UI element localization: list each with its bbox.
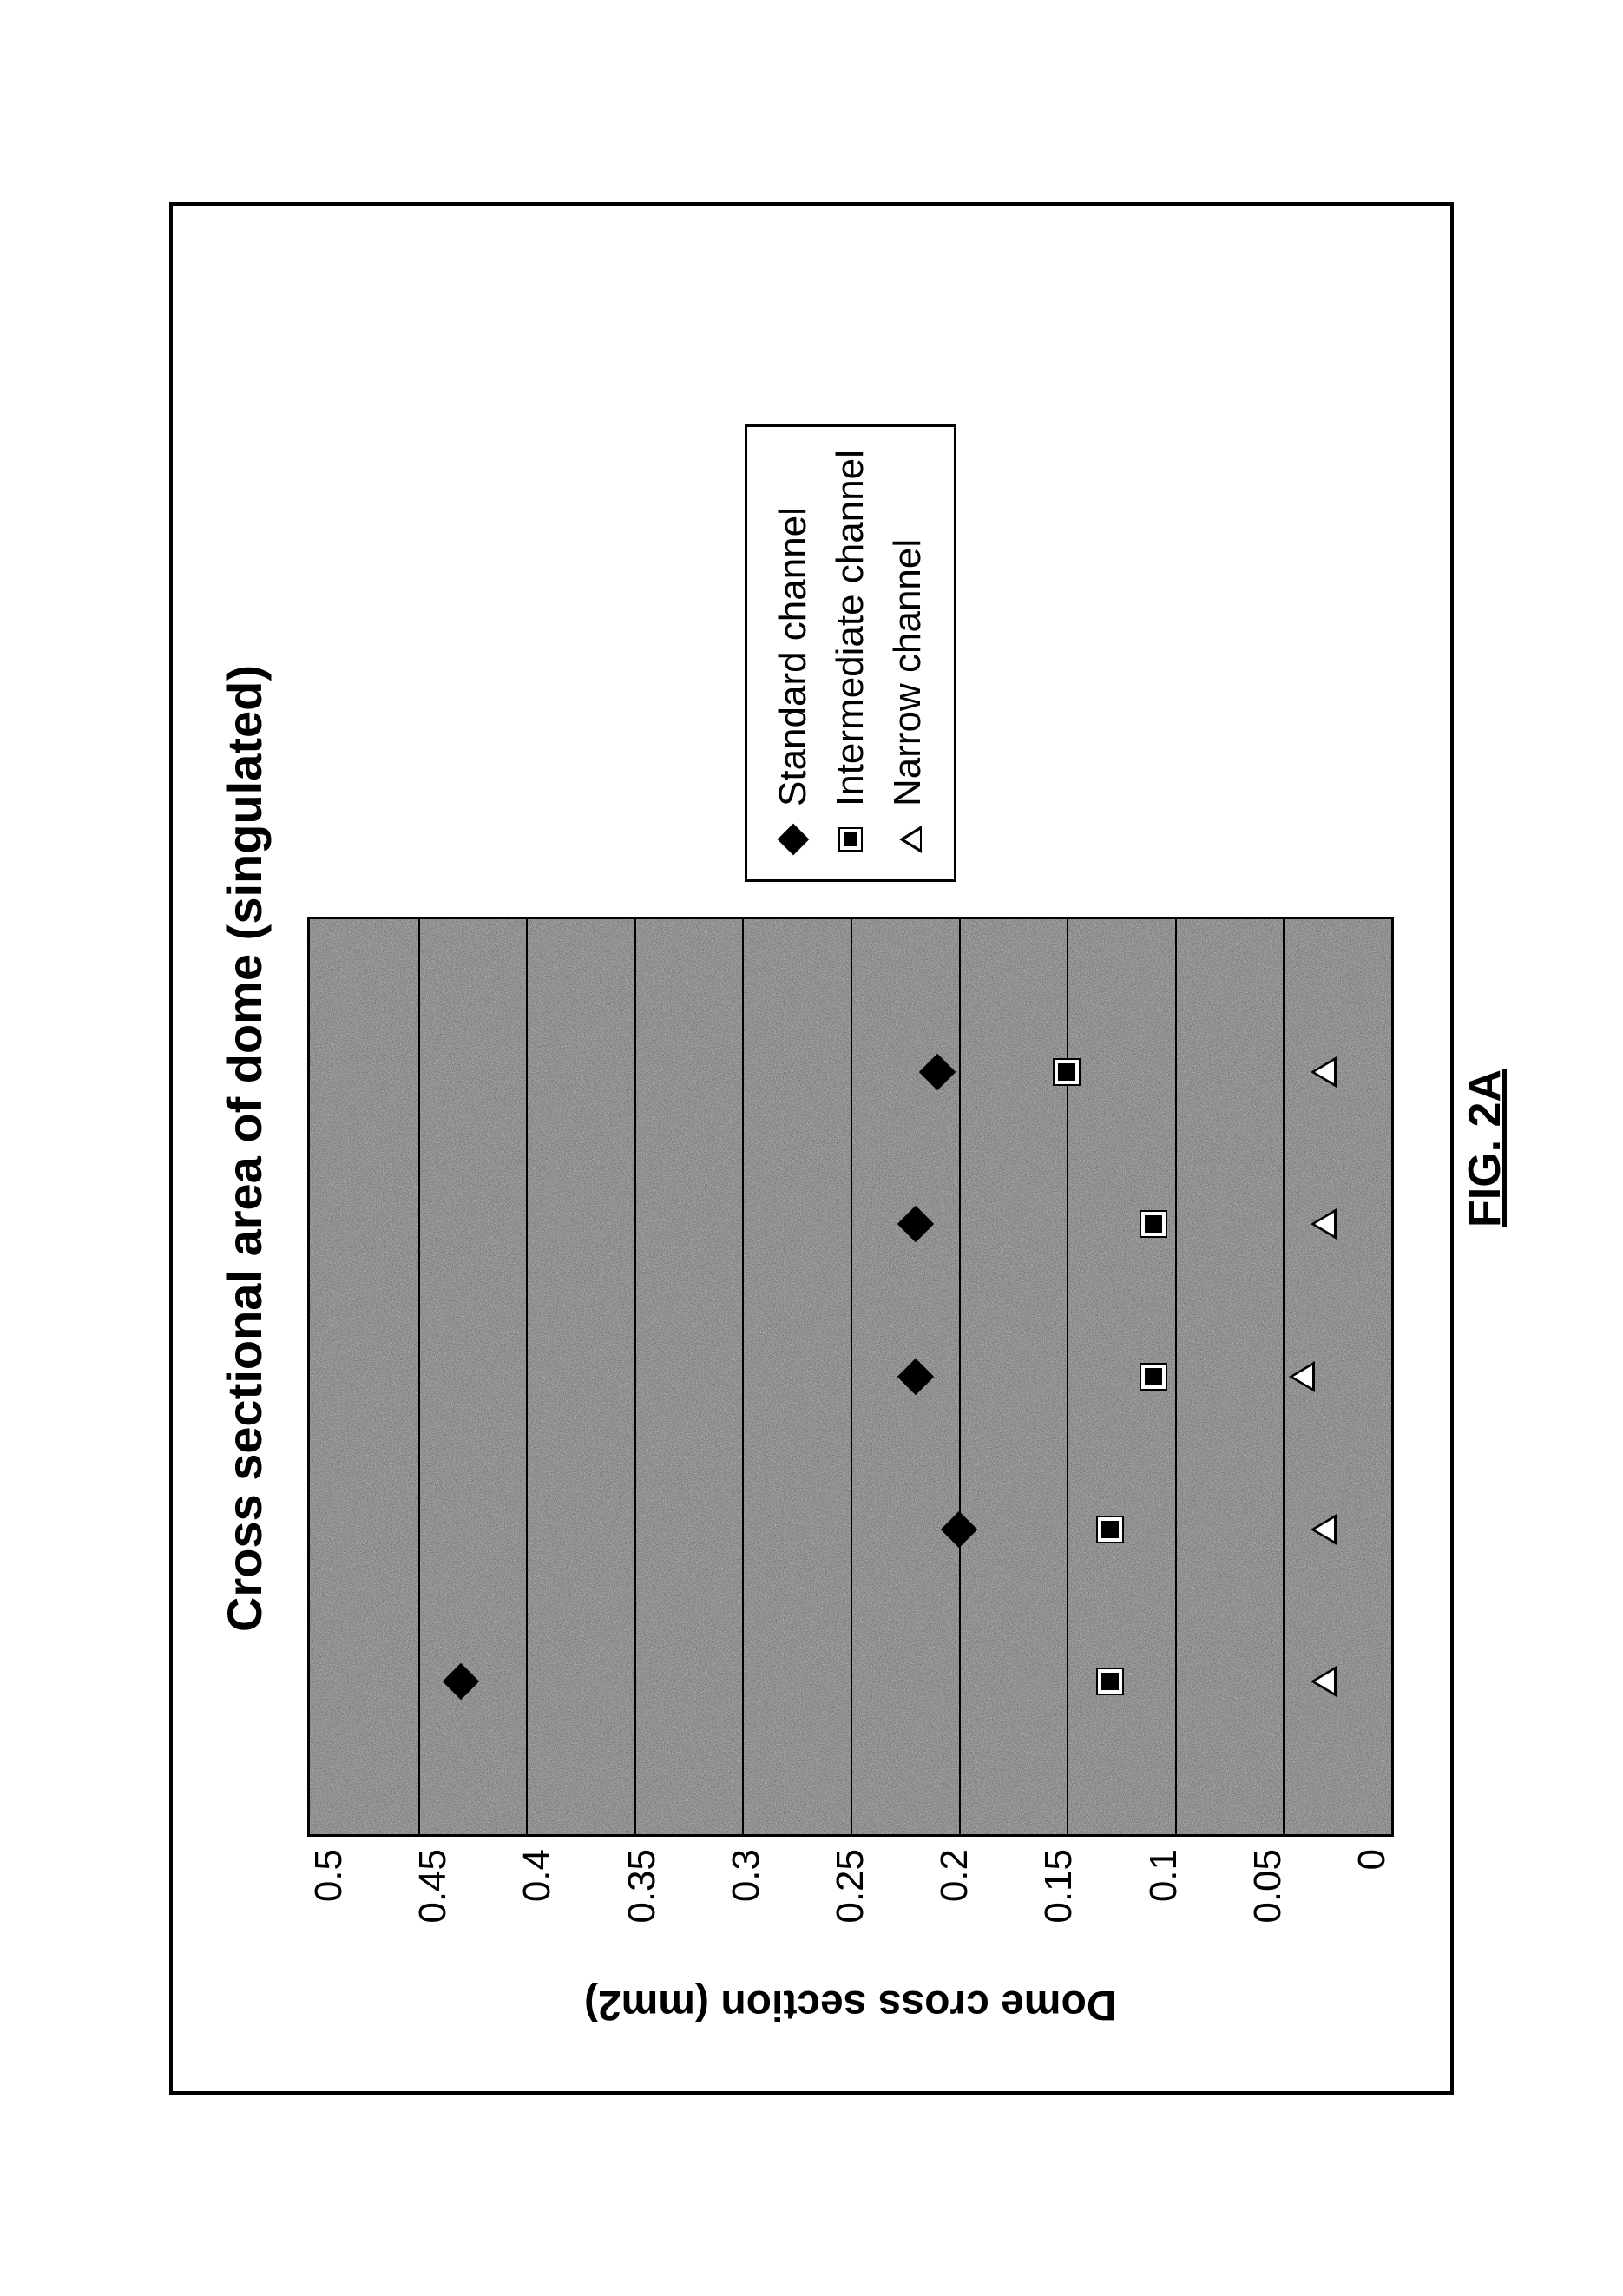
data-point-square [1140,1363,1167,1391]
y-tick-label: 0.15 [1037,1849,1081,1970]
y-tick-label: 0.05 [1246,1849,1290,1970]
y-tick-label: 0.25 [829,1849,872,1970]
plot-area [307,917,1394,1837]
y-tick-label: 0 [1350,1849,1394,1970]
landscape-canvas: Cross sectional area of dome (singulated… [117,150,1506,2147]
data-point-diamond [940,1510,976,1547]
legend-item: Narrow channel [879,450,936,857]
page: Cross sectional area of dome (singulated… [0,0,1623,2296]
legend-label: Narrow channel [886,538,930,806]
y-axis-ticks: 0.5 0.45 0.4 0.35 0.3 0.25 0.2 0.15 0.1 0.05 0 [307,1837,1394,1970]
legend-item: Intermediate channel [822,450,879,857]
figure-frame: Cross sectional area of dome (singulated… [169,202,1454,2095]
y-tick-label: 0.35 [621,1849,664,1970]
y-tick-label: 0.2 [933,1849,976,1970]
square-icon [833,822,868,857]
y-tick-label: 0.5 [307,1849,351,1970]
data-point-diamond [918,1053,955,1089]
data-point-square [1140,1210,1167,1238]
data-point-triangle [1311,1208,1337,1240]
chart-row: Dome cross section (mm2) 0.50.450.40.350… [307,258,1394,2039]
y-tick-label: 0.1 [1142,1849,1186,1970]
y-axis-label: Dome cross section (mm2) [584,1970,1117,2039]
legend-item: Standard channel [765,450,822,857]
legend: Standard channel Intermediate channel Narr… [745,424,956,882]
data-point-triangle [1289,1361,1315,1392]
data-point-triangle [1311,1666,1337,1697]
y-tick-label: 0.3 [725,1849,768,1970]
y-tick-label: 0.45 [411,1849,455,1970]
data-point-square [1053,1057,1081,1085]
figure-caption: FIG. 2A [1459,150,1511,2147]
legend-label: Intermediate channel [829,450,872,806]
data-point-diamond [897,1358,934,1394]
y-tick-label: 0.4 [516,1849,559,1970]
data-point-square [1096,1668,1124,1695]
data-point-triangle [1311,1513,1337,1544]
data-points [310,919,1391,1834]
diamond-icon [776,822,811,857]
data-point-square [1096,1515,1124,1543]
data-point-triangle [1311,1056,1337,1087]
legend-label: Standard channel [772,507,815,806]
triangle-icon [890,822,925,857]
data-point-diamond [897,1206,934,1242]
data-point-diamond [443,1663,479,1700]
chart-title: Cross sectional area of dome (singulated… [216,258,273,2039]
